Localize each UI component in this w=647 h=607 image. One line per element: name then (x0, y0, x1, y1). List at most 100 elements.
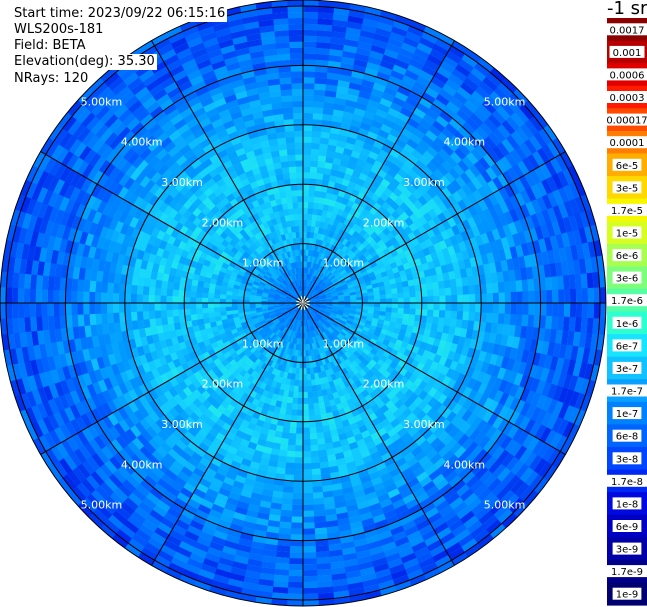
ppi-cell (418, 476, 433, 488)
ppi-cell (459, 328, 468, 339)
ppi-cell (374, 174, 385, 184)
ppi-cell (156, 477, 171, 491)
ppi-cell (244, 270, 252, 277)
ppi-cell (341, 353, 348, 361)
ppi-cell (456, 311, 464, 321)
ppi-cell (445, 454, 459, 467)
ppi-cell (428, 490, 443, 503)
ppi-cell (320, 185, 329, 193)
ppi-cell (355, 102, 369, 112)
ppi-cell (101, 291, 108, 303)
ppi-cell (329, 354, 336, 362)
ppi-cell (326, 319, 333, 325)
ppi-cell (333, 319, 341, 324)
ppi-cell (420, 315, 428, 324)
ppi-cell (593, 287, 600, 305)
ppi-cell (145, 334, 154, 345)
ppi-cell (361, 79, 376, 89)
ppi-cell (426, 539, 443, 553)
ppi-cell (183, 353, 192, 363)
ppi-cell (88, 370, 98, 384)
ppi-cell (311, 468, 322, 476)
ppi-cell (337, 292, 344, 296)
ppi-cell (407, 279, 415, 287)
ppi-cell (395, 282, 403, 289)
ppi-cell (182, 481, 197, 494)
ppi-cell (376, 413, 387, 423)
ppi-cell (339, 279, 346, 285)
ppi-cell (243, 379, 252, 388)
ppi-cell (356, 133, 368, 143)
ppi-cell (316, 586, 334, 594)
ppi-cell (224, 450, 236, 461)
ppi-cell (273, 319, 279, 324)
ppi-cell (59, 195, 71, 212)
ppi-cell (223, 589, 242, 600)
ppi-cell (127, 492, 143, 507)
ppi-cell (413, 219, 423, 230)
ppi-cell (421, 64, 438, 78)
ppi-cell (388, 75, 403, 87)
ppi-cell (248, 335, 255, 342)
ppi-cell (208, 287, 216, 294)
ppi-cell (498, 405, 510, 420)
ppi-cell (109, 491, 125, 507)
ppi-cell (270, 417, 279, 426)
ppi-cell (317, 18, 334, 26)
ppi-cell (306, 237, 311, 244)
ppi-cell (421, 335, 430, 344)
ppi-cell (542, 464, 558, 483)
ppi-cell (85, 474, 100, 490)
ppi-cell (366, 219, 375, 229)
ppi-cell (312, 492, 324, 499)
ppi-cell (271, 442, 281, 450)
ppi-cell (432, 338, 441, 348)
ppi-cell (119, 320, 127, 332)
ppi-cell (261, 323, 269, 329)
ppi-cell (105, 227, 115, 241)
ppi-cell (307, 306, 313, 311)
ppi-cell (265, 525, 280, 534)
ppi-cell (330, 259, 337, 267)
ppi-cell (162, 323, 170, 333)
ppi-cell (480, 170, 493, 185)
ppi-cell (300, 344, 303, 351)
ppi-cell (465, 413, 478, 426)
ppi-cell (501, 77, 519, 94)
ppi-cell (108, 374, 119, 388)
ppi-cell (314, 305, 321, 308)
ppi-cell (302, 362, 307, 369)
ppi-cell (138, 383, 149, 396)
ppi-cell (215, 432, 226, 442)
ppi-cell (494, 261, 503, 274)
ppi-cell (144, 269, 153, 279)
ppi-cell (302, 397, 309, 404)
ppi-cell (353, 543, 370, 554)
ppi-cell (325, 270, 331, 277)
ppi-cell (78, 325, 86, 339)
ppi-cell (315, 335, 320, 342)
ppi-cell (427, 289, 434, 297)
ppi-cell (373, 362, 382, 371)
ppi-cell (244, 311, 251, 316)
ppi-cell (178, 409, 190, 421)
ppi-cell (237, 308, 245, 314)
ppi-cell (549, 329, 558, 344)
ppi-cell (276, 539, 291, 547)
ppi-cell (286, 294, 293, 299)
ppi-cell (404, 498, 419, 510)
ppi-cell (263, 537, 279, 546)
ppi-cell (305, 249, 309, 256)
ppi-cell (587, 287, 595, 305)
ppi-cell (346, 250, 354, 257)
ppi-cell (412, 272, 420, 280)
ppi-cell (141, 361, 152, 374)
ppi-cell (310, 311, 315, 317)
ppi-cell (343, 455, 355, 464)
ppi-cell (433, 457, 447, 470)
ppi-cell (93, 368, 104, 382)
ppi-cell (329, 251, 336, 259)
ppi-cell (316, 580, 333, 588)
ppi-cell (186, 271, 195, 280)
ppi-cell (344, 276, 351, 282)
